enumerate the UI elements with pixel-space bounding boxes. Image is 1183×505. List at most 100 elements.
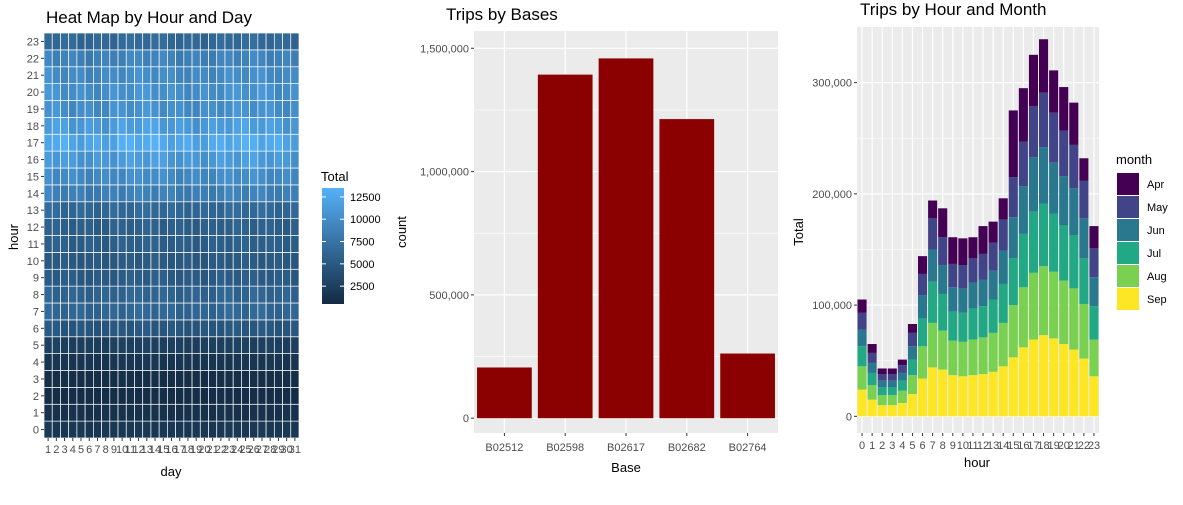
heatmap-cell [150,336,160,354]
heatmap-cell [51,403,61,422]
heatmap-cell [51,252,61,270]
heatmap-cell [282,370,292,388]
heatmap-cell [117,150,127,169]
heatmap-cell [101,83,111,101]
hour-month-bar-segment [857,312,867,330]
heatmap-cell [134,100,144,118]
heatmap-cell [183,403,193,422]
hour-month-x-tick-label: 16 [1017,440,1029,452]
hour-month-legend-swatch [1117,219,1139,241]
heatmap-cell [101,336,111,354]
heatmap-cell [150,83,160,101]
heatmap-cell [84,83,94,101]
heatmap-cell [191,218,201,236]
heatmap-y-tick-label: 11 [28,239,39,251]
heatmap-cell [224,302,234,321]
heatmap-cell [92,336,102,354]
hour-month-legend: Apr May Jun Jul Aug Sep [1117,173,1168,310]
heatmap-cell [68,117,78,135]
hour-month-bar-segment [998,250,1008,284]
hour-month-bar-segment [1028,339,1038,417]
heatmap-cell [117,100,127,118]
hour-month-x-tick-label: 10 [957,440,969,452]
heatmap-cell [273,353,283,371]
hour-month-bar-segment [928,218,938,250]
heatmap-cell [158,268,168,287]
heatmap-cell [232,49,242,68]
heatmap-colorbar [322,188,344,304]
bases-bar [720,353,775,419]
hour-month-bar-segment [907,394,917,417]
hour-month-x-tick-label: 2 [879,440,885,452]
hour-month-bar-segment [1059,176,1069,225]
heatmap-cell [76,83,86,101]
heatmap-cell [134,117,144,135]
heatmap-cell [92,387,102,405]
heatmap-cell [265,83,275,101]
heatmap-cell [265,420,275,439]
heatmap-cell [142,285,152,304]
heatmap-cell [208,268,218,287]
bases-title: Trips by Bases [446,5,558,24]
hour-month-bar-segment [1079,358,1089,417]
hour-month-bar-segment [887,368,897,375]
heatmap-y-tick-label: 8 [33,290,39,302]
heatmap-cell [257,218,267,236]
hour-month-bar-segment [1059,224,1069,281]
heatmap-cell [167,353,176,371]
heatmap-cell [273,268,283,287]
heatmap-cell [51,167,61,186]
heatmap-cell [232,150,242,169]
heatmap-cell [183,218,193,236]
heatmap-cell [150,319,160,338]
heatmap-cell [43,117,53,135]
heatmap-cell [84,285,94,304]
heatmap-x-tick-label: 8 [103,444,109,456]
bases-axes: 0 500,000 1,000,000 1,500,000 B02512 B02598 B0… [420,43,767,454]
heatmap-cell [265,370,275,388]
heatmap-cell [175,66,185,84]
hour-month-bar-segment [918,273,928,296]
heatmap-cell [257,150,267,169]
heatmap-cell [158,336,168,354]
heatmap-cell [142,184,152,203]
heatmap-cell [257,201,267,219]
hour-month-bar-segment [928,367,938,417]
heatmap-cell [257,302,267,321]
heatmap-legend-label: 12500 [350,192,381,204]
heatmap-cell [167,302,176,321]
heatmap-cell [167,336,176,354]
heatmap-cell [273,201,283,219]
heatmap-cell [92,252,102,270]
heatmap-cell [257,49,267,68]
bases-x-tick-label: B02682 [668,442,706,454]
heatmap-cell [84,319,94,338]
heatmap-x-tick-label: 21 [207,444,219,456]
heatmap-cell [92,184,102,203]
heatmap-cell [84,302,94,321]
heatmap-cell [216,285,226,304]
hour-month-bar-segment [988,270,998,300]
heatmap-cell [43,302,53,321]
heatmap-cell [117,117,127,135]
heatmap-cell [43,252,53,270]
heatmap-cell [134,370,144,388]
heatmap-cell [101,184,111,203]
heatmap-cell [84,100,94,118]
heatmap-cell [208,150,218,169]
heatmap-cell [134,285,144,304]
heatmap-cell [249,420,259,439]
heatmap-cell [68,268,78,287]
heatmap-cell [208,403,218,422]
heatmap-cell [241,370,250,388]
bases-x-tick-label: B02617 [607,442,645,454]
heatmap-cell [68,370,78,388]
heatmap-cell [84,370,94,388]
heatmap-cell [290,100,300,118]
hour-month-legend-swatch [1117,196,1139,218]
heatmap-cell [175,370,185,388]
heatmap-cell [290,319,300,338]
heatmap-cell [150,184,160,203]
heatmap-cell [150,302,160,321]
heatmap-cell [273,387,283,405]
